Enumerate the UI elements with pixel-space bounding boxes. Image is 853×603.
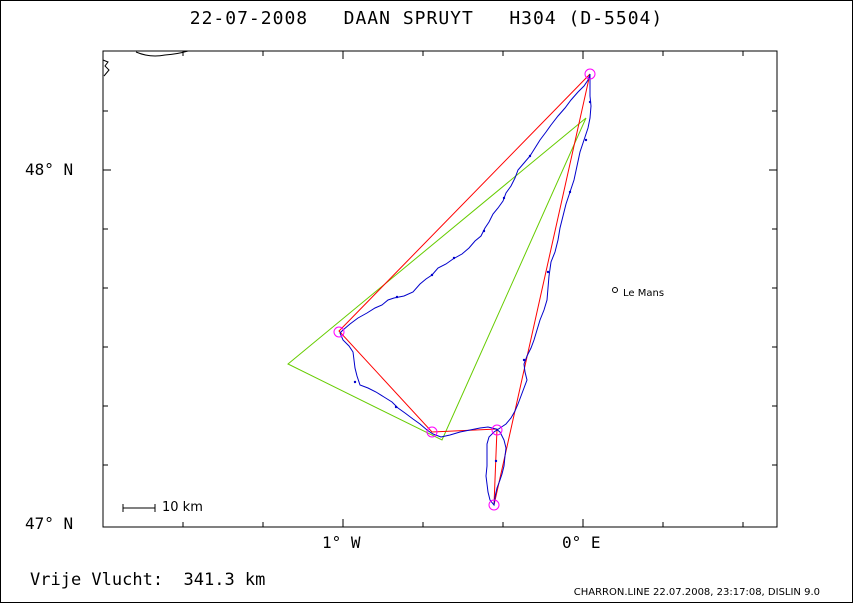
left-ticks	[103, 110, 111, 466]
turnpoint-marker	[426, 426, 438, 438]
latitude-label-48: 48° N	[25, 160, 74, 179]
bottom-ticks	[182, 519, 744, 527]
scale-bar-label: 10 km	[162, 500, 203, 515]
turnpoint-marker	[333, 326, 345, 338]
task-route	[338, 73, 591, 506]
city-label: Le Mans	[623, 288, 665, 299]
flight-track	[339, 73, 592, 507]
page-title: 22-07-2008 DAAN SPRUYT H304 (D-5504)	[189, 8, 664, 29]
turnpoint-marker	[491, 424, 503, 436]
longitude-label-1w: 1° W	[322, 533, 361, 552]
fai-triangle	[287, 117, 587, 441]
free-flight-distance: Vrije Vlucht: 341.3 km	[30, 570, 266, 590]
coastline	[135, 50, 189, 57]
turnpoint-marker	[488, 499, 500, 511]
track-fixes	[353, 100, 592, 463]
file-info: CHARRON.LINE 22.07.2008, 23:17:08, DISLI…	[573, 587, 820, 598]
coastline-left	[102, 59, 110, 77]
top-ticks	[182, 51, 744, 59]
right-ticks	[769, 110, 777, 466]
map-border	[102, 50, 778, 528]
longitude-label-0e: 0° E	[562, 533, 601, 552]
latitude-label-47: 47° N	[25, 514, 74, 533]
city-marker	[612, 287, 618, 293]
turnpoint-marker	[584, 68, 596, 80]
scale-bar	[122, 504, 156, 512]
